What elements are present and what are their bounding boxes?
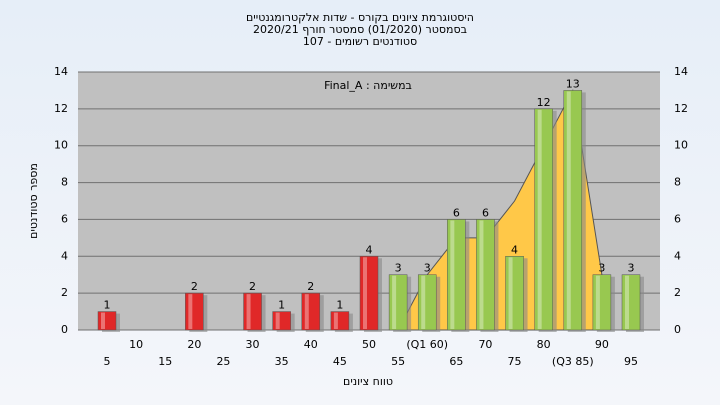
bar-highlight — [537, 109, 542, 329]
x-tick-label: 70 — [478, 338, 492, 351]
bar — [447, 219, 466, 331]
x-tick-label: 40 — [304, 338, 318, 351]
x-tick-label: 50 — [362, 338, 376, 351]
y2-tick-label: 10 — [674, 139, 688, 152]
bar-highlight — [363, 257, 367, 329]
bar — [563, 90, 583, 331]
value-label: 3 — [395, 262, 402, 275]
x-tick-label: 10 — [129, 338, 143, 351]
x-tick-label: 55 — [391, 355, 405, 368]
bar — [388, 274, 408, 331]
bar-highlight — [275, 312, 280, 329]
bar — [621, 274, 641, 331]
x-tick-label: 15 — [158, 355, 172, 368]
value-label: 1 — [336, 299, 343, 312]
value-label: 2 — [191, 280, 198, 293]
bar-highlight — [595, 275, 600, 329]
x-tick-label: (Q3 85) — [552, 355, 594, 368]
x-tick-label: (Q1 60) — [406, 338, 448, 351]
bar-highlight — [450, 220, 455, 329]
bar — [359, 256, 379, 331]
bar — [592, 274, 612, 331]
x-tick-label: 90 — [595, 338, 609, 351]
y-axis-label: מספר סטודנטים — [27, 163, 40, 239]
value-label: 13 — [566, 77, 580, 90]
y2-tick-label: 0 — [674, 323, 681, 336]
y2-tick-label: 4 — [674, 249, 681, 262]
value-label: 6 — [482, 206, 489, 219]
value-label: 3 — [628, 262, 635, 275]
annotation: במשימה : Final_A — [324, 79, 412, 92]
y-tick-label: 2 — [61, 286, 68, 299]
bar — [301, 292, 321, 331]
x-tick-label: 30 — [246, 338, 260, 351]
y-tick-label: 12 — [54, 102, 68, 115]
y-tick-label: 8 — [61, 176, 68, 189]
value-label: 1 — [104, 299, 111, 312]
value-label: 6 — [453, 206, 460, 219]
y2-tick-label: 12 — [674, 102, 688, 115]
value-label: 1 — [278, 299, 285, 312]
bar-highlight — [101, 312, 105, 329]
y2-tick-label: 8 — [674, 176, 681, 189]
bar — [272, 311, 291, 331]
bar — [417, 274, 437, 331]
x-tick-label: 95 — [624, 355, 638, 368]
y-tick-label: 14 — [54, 65, 68, 78]
x-axis-label: טווח ציונים — [343, 375, 393, 388]
x-tick-label: 20 — [187, 338, 201, 351]
value-label: 4 — [366, 243, 373, 256]
bar-highlight — [188, 294, 193, 329]
bar — [476, 219, 495, 331]
bar-highlight — [566, 91, 571, 329]
bar-highlight — [304, 294, 309, 329]
value-label: 2 — [307, 280, 314, 293]
x-tick-label: 65 — [449, 355, 463, 368]
y-tick-label: 0 — [61, 323, 68, 336]
chart-subtitle: בסמסטר (01/2020) סמסטר חורף 2020/21 — [253, 23, 467, 36]
bar — [534, 108, 553, 331]
value-label: 2 — [249, 280, 256, 293]
x-tick-label: 25 — [216, 355, 230, 368]
bar-highlight — [246, 294, 251, 329]
value-label: 3 — [424, 262, 431, 275]
chart-subtitle: סטודנטים רשומים - 107 — [303, 35, 417, 48]
bar — [97, 311, 117, 331]
y2-tick-label: 14 — [674, 65, 688, 78]
bar-highlight — [333, 312, 338, 329]
y2-tick-label: 2 — [674, 286, 681, 299]
y-tick-label: 6 — [61, 212, 68, 225]
x-tick-label: 75 — [508, 355, 522, 368]
x-tick-label: 5 — [104, 355, 111, 368]
value-label: 12 — [537, 96, 551, 109]
bar-highlight — [625, 275, 629, 329]
bar-highlight — [479, 220, 484, 329]
y-tick-label: 10 — [54, 139, 68, 152]
bar — [330, 311, 350, 331]
bar — [505, 256, 524, 331]
chart-title: היסטוגרמת ציונים בקורס - שדות אלקטרומגנט… — [246, 11, 474, 24]
y-tick-label: 4 — [61, 249, 68, 262]
y2-tick-label: 6 — [674, 212, 681, 225]
x-tick-label: 45 — [333, 355, 347, 368]
bar — [243, 292, 262, 331]
value-label: 3 — [598, 262, 605, 275]
bar — [185, 292, 204, 331]
x-tick-label: 35 — [275, 355, 289, 368]
x-tick-label: 80 — [537, 338, 551, 351]
value-label: 4 — [511, 243, 518, 256]
bar-highlight — [421, 275, 426, 329]
bar-highlight — [392, 275, 397, 329]
bar-highlight — [508, 257, 513, 329]
